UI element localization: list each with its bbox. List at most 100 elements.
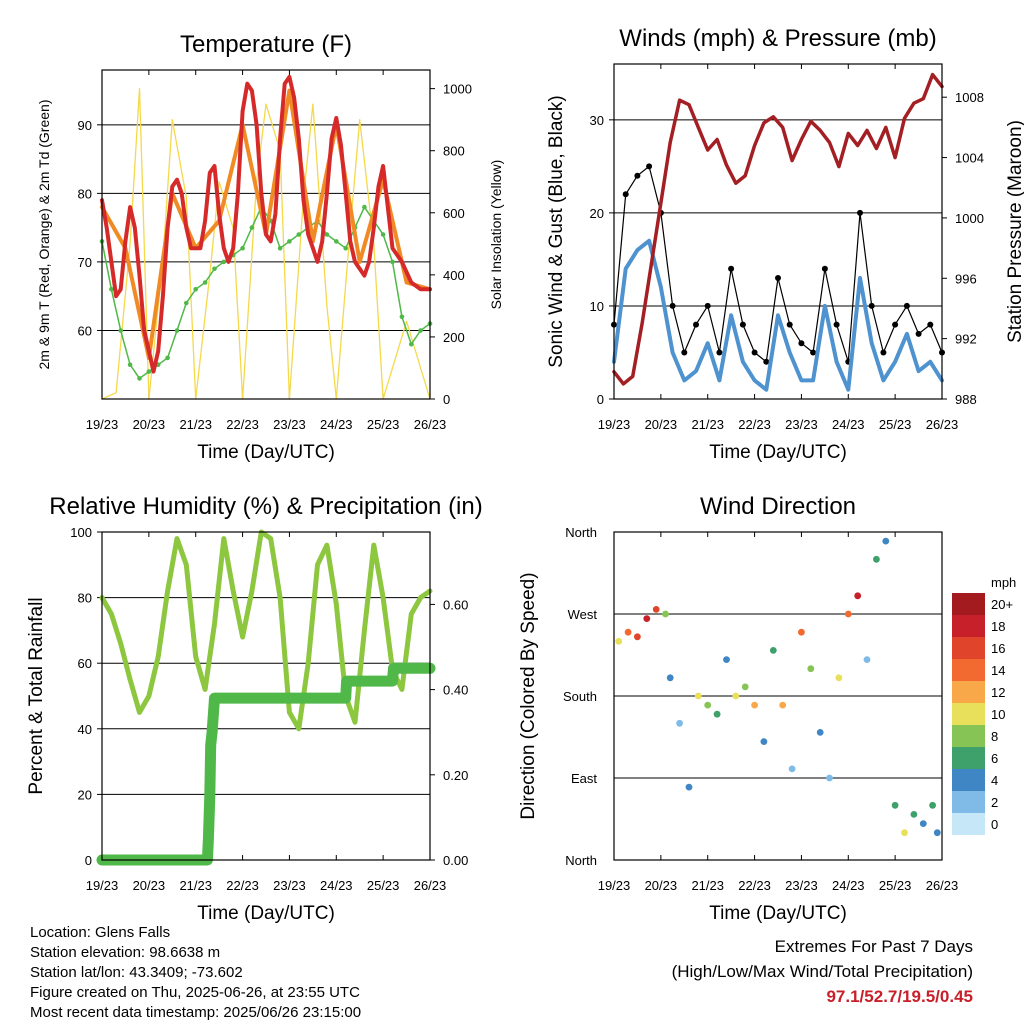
dewpoint-point: [146, 369, 152, 374]
y-tick-label: 20: [590, 206, 604, 221]
y-right-tick-label: 600: [443, 206, 465, 221]
x-tick-label: 20/23: [133, 878, 166, 893]
dewpoint-point: [343, 245, 349, 251]
dewpoint-point: [277, 245, 283, 251]
station-latlon: Station lat/lon: 43.3409; -73.602: [30, 964, 243, 981]
direction-point: [732, 692, 740, 700]
direction-point: [919, 820, 927, 827]
y-tick-label: 20: [78, 787, 92, 802]
x-tick-label: 21/23: [179, 878, 212, 893]
x-tick-label: 19/23: [598, 878, 631, 893]
x-tick-label: 23/23: [785, 417, 818, 432]
panel-title: Wind Direction: [700, 493, 856, 520]
direction-point: [835, 674, 843, 682]
legend-label: 18: [991, 619, 1005, 634]
figure-created: Figure created on Thu, 2025-06-26, at 23…: [30, 984, 360, 1001]
panel-title: Winds (mph) & Pressure (mb): [619, 25, 936, 52]
y-right-axis-label: Solar Insolation (Yellow): [488, 160, 504, 310]
y-right-tick-label: 0.60: [443, 597, 468, 612]
legend-swatch: [952, 593, 985, 615]
gust-point: [833, 321, 840, 328]
y-right-tick-label: 0.40: [443, 683, 468, 698]
dewpoint-point: [409, 341, 414, 347]
direction-point: [788, 765, 796, 773]
y-tick-label: 80: [78, 591, 92, 606]
dewpoint-point: [399, 314, 405, 320]
gust-point: [704, 302, 711, 309]
direction-point: [760, 738, 768, 745]
x-tick-label: 19/23: [86, 878, 119, 893]
legend-swatch: [952, 615, 985, 637]
gust-point: [927, 321, 934, 328]
y-right-tick-label: 1000: [955, 211, 984, 226]
dewpoint-point: [287, 239, 292, 244]
y-axis-label: Percent & Total Rainfall: [26, 597, 47, 794]
dewpoint-point: [137, 376, 142, 381]
y-right-tick-label: 992: [955, 332, 977, 347]
gust-point: [810, 349, 817, 356]
extremes-box: Extremes For Past 7 Days (High/Low/Max W…: [672, 934, 973, 1009]
y-axis-label: Direction (Colored By Speed): [518, 572, 539, 819]
y-right-tick-label: 0: [443, 392, 450, 407]
direction-point: [723, 656, 730, 663]
dewpoint-point: [390, 259, 395, 265]
gust-point: [622, 191, 629, 198]
direction-point: [685, 783, 693, 791]
x-axis-label: Time (Day/UTC): [709, 442, 847, 463]
dewpoint-point: [418, 328, 423, 333]
x-axis-label: Time (Day/UTC): [197, 442, 335, 463]
x-tick-label: 20/23: [133, 417, 166, 432]
x-tick-label: 22/23: [738, 878, 771, 893]
gust-point: [915, 330, 922, 337]
extremes-subheading: (High/Low/Max Wind/Total Precipitation): [671, 962, 973, 981]
gust-point: [892, 321, 899, 328]
legend-label: 10: [991, 707, 1005, 722]
x-tick-label: 25/23: [879, 417, 912, 432]
legend-swatch: [952, 769, 985, 791]
direction-point: [826, 774, 833, 782]
dewpoint-point: [296, 232, 302, 237]
y-tick-label: 40: [78, 722, 92, 737]
legend-swatch: [952, 791, 985, 813]
x-tick-label: 22/23: [226, 878, 259, 893]
panel-title: Relative Humidity (%) & Precipitation (i…: [49, 493, 482, 520]
x-axis-label: Time (Day/UTC): [709, 903, 847, 924]
legend-label: 20+: [991, 597, 1013, 612]
direction-point: [652, 606, 660, 613]
x-tick-label: 21/23: [691, 878, 724, 893]
gust-point: [739, 321, 746, 328]
x-tick-label: 24/23: [320, 417, 353, 432]
dewpoint-point: [362, 204, 367, 210]
legend-swatch: [952, 747, 985, 769]
panel-title: Temperature (F): [180, 31, 352, 58]
direction-point: [854, 592, 862, 600]
x-tick-label: 24/23: [832, 878, 865, 893]
y-right-axis-label: Station Pressure (Maroon): [1005, 120, 1024, 343]
gust-point: [821, 265, 828, 272]
y-right-tick-label: 1008: [955, 90, 984, 105]
gust-point: [868, 302, 875, 309]
legend-label: 8: [991, 729, 998, 744]
dewpoint-point: [324, 232, 330, 237]
legend-label: 0: [991, 817, 998, 832]
gust-point: [693, 321, 699, 328]
gust-point: [681, 349, 688, 356]
direction-point: [624, 628, 632, 636]
dewpoint-point: [249, 225, 255, 230]
y-tick-label: West: [568, 607, 598, 622]
legend-swatch: [952, 659, 985, 681]
y-tick-label: North: [565, 525, 597, 540]
y-tick-label: 30: [590, 113, 604, 128]
x-tick-label: 19/23: [598, 417, 631, 432]
direction-point: [741, 683, 749, 691]
legend-label: 4: [991, 773, 998, 788]
plot-frame: [613, 63, 943, 400]
x-tick-label: 26/23: [414, 878, 447, 893]
gust-point: [646, 163, 653, 170]
legend-label: 6: [991, 751, 998, 766]
gust-point: [775, 275, 781, 281]
gust-point: [751, 349, 758, 356]
y-tick-label: 0: [597, 392, 604, 407]
y-tick-label: South: [563, 689, 597, 704]
